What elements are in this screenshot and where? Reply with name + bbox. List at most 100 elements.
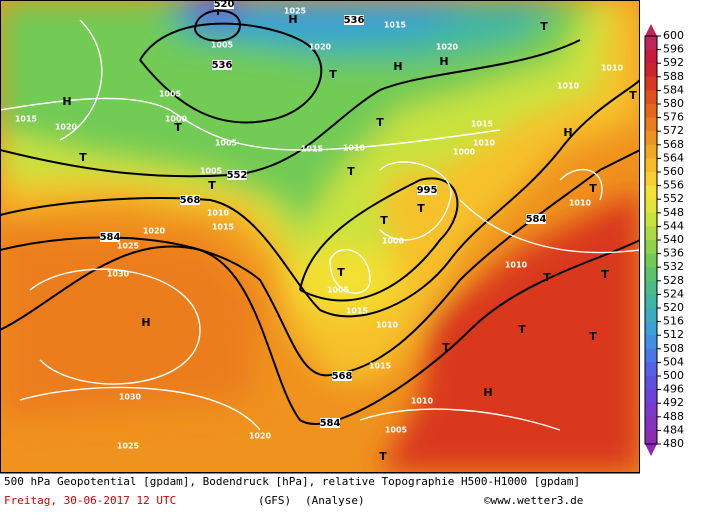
isobar-label: 1020 [143, 227, 166, 236]
pressure-center: T [214, 5, 222, 18]
isobar-label: 1015 [15, 115, 38, 124]
pressure-center: T [329, 68, 337, 81]
geopotential-label: 995 [417, 185, 438, 196]
pressure-center: T [518, 323, 526, 336]
colorbar-arrow-bottom [645, 444, 657, 456]
pressure-center: H [141, 316, 150, 329]
isobar-label: 1000 [165, 115, 188, 124]
label-bg [526, 214, 546, 224]
colorbar-band [645, 430, 657, 445]
pressure-center: H [483, 386, 492, 399]
colorbar-band [645, 63, 657, 78]
isobar-label: 1010 [557, 82, 580, 91]
colorbar-band [645, 117, 657, 132]
colorbar-label: 600 [663, 29, 684, 42]
label-bg [214, 0, 234, 9]
isobar-label: 1005 [200, 167, 223, 176]
colorbar-band [645, 294, 657, 309]
geopotential-label: 520 [214, 0, 235, 10]
isobar-label: 1000 [382, 237, 405, 246]
colorbar-label: 576 [663, 111, 684, 124]
colorbar-label: 556 [663, 179, 684, 192]
isobar-label: 1010 [207, 209, 230, 218]
geopotential-label: 536 [212, 60, 233, 71]
pressure-center: H [62, 95, 71, 108]
isobar-label: 1030 [107, 270, 130, 279]
colorbar-label: 580 [663, 97, 684, 110]
colorbar-label: 488 [663, 410, 684, 423]
isobar-label: 1010 [473, 139, 496, 148]
isobar-label: 1020 [436, 43, 459, 52]
colorbar-label: 540 [663, 233, 684, 246]
colorbar-band [645, 321, 657, 336]
footer-description: 500 hPa Geopotential [gpdam], Bodendruck… [4, 475, 580, 488]
colorbar-label: 528 [663, 274, 684, 287]
isobar-label: 1015 [384, 21, 407, 30]
colorbar-label: 560 [663, 165, 684, 178]
isobars [0, 19, 640, 431]
colorbar-label: 480 [663, 437, 684, 450]
footer-model: (GFS) [258, 494, 291, 507]
geopotential-label: 536 [344, 15, 365, 26]
colorbar-label: 500 [663, 369, 684, 382]
isobar-label: 1015 [346, 307, 369, 316]
isobar-label: 1005 [211, 41, 234, 50]
label-bg [320, 418, 340, 428]
footer-run-type: (Analyse) [305, 494, 365, 507]
colorbar-band [645, 376, 657, 391]
isobar-label: 1025 [117, 442, 140, 451]
isobar-label: 1005 [159, 90, 182, 99]
isobar-label: 1000 [453, 148, 476, 157]
geopotential-label: 584 [320, 418, 341, 429]
colorbar-band [645, 362, 657, 377]
colorbar-band [645, 76, 657, 91]
colorbar-band [645, 389, 657, 404]
isobar-label: 1025 [117, 242, 140, 251]
colorbar-band [645, 348, 657, 363]
geopotential-label: 584 [100, 232, 121, 243]
pressure-center: T [337, 266, 345, 279]
colorbar-label: 484 [663, 423, 684, 436]
isobar-label: 1020 [249, 432, 272, 441]
colorbar-label: 592 [663, 56, 684, 69]
colorbar-band [645, 144, 657, 159]
colorbar-label: 512 [663, 328, 684, 341]
isobar-label: 1015 [471, 120, 494, 129]
colorbar-label: 508 [663, 342, 684, 355]
colorbar-band [645, 104, 657, 119]
pressure-center: T [347, 165, 355, 178]
colorbar-band [645, 49, 657, 64]
colorbar-band [645, 308, 657, 323]
pressure-center: T [589, 182, 597, 195]
pressure-center: T [379, 450, 387, 463]
isobar-label: 1010 [411, 397, 434, 406]
label-bg [212, 60, 232, 70]
isobar-label: 1030 [119, 393, 142, 402]
colorbar-label: 504 [663, 355, 684, 368]
pressure-center: T [629, 89, 637, 102]
geopotential-label: 568 [332, 371, 353, 382]
colorbar-band [645, 253, 657, 268]
pressure-center: T [376, 116, 384, 129]
pressure-center: T [208, 179, 216, 192]
colorbar-label: 496 [663, 383, 684, 396]
pressure-center: T [380, 214, 388, 227]
pressure-center: H [288, 13, 297, 26]
colorbar-band [645, 158, 657, 173]
pressure-center: T [601, 268, 609, 281]
pressure-center: T [540, 20, 548, 33]
colorbar-band [645, 131, 657, 146]
isobar-label: 1005 [327, 286, 350, 295]
colorbar-label: 596 [663, 43, 684, 56]
colorbar-arrow-top [645, 24, 657, 36]
colorbar-label: 532 [663, 260, 684, 273]
label-bg [332, 371, 352, 381]
colorbar-band [645, 335, 657, 350]
label-bg [227, 170, 247, 180]
isobar-label: 1020 [309, 43, 332, 52]
colorbar-label: 520 [663, 301, 684, 314]
colorbar-label: 572 [663, 124, 684, 137]
pressure-center: T [442, 341, 450, 354]
pressure-center: T [417, 202, 425, 215]
